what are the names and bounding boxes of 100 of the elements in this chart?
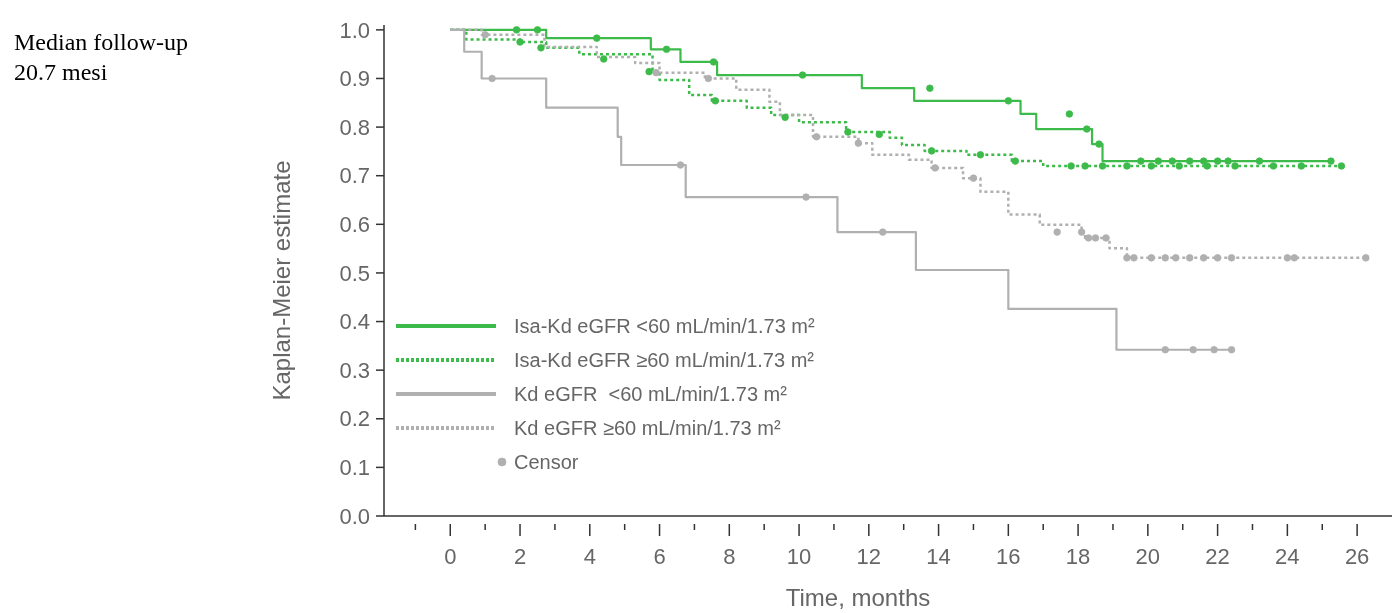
point xyxy=(1327,157,1335,165)
point xyxy=(488,74,496,83)
point xyxy=(812,133,821,141)
point xyxy=(1199,254,1208,262)
point xyxy=(645,67,653,76)
point xyxy=(798,71,807,79)
y-tick-label: 0.2 xyxy=(339,406,370,432)
legend-label: Isa-Kd eGFR <60 mL/min/1.73 m² xyxy=(514,315,815,337)
point xyxy=(1213,254,1222,262)
point xyxy=(1095,140,1103,148)
x-tick-label: 22 xyxy=(1205,544,1230,569)
point xyxy=(927,147,936,155)
point xyxy=(1362,254,1370,262)
x-tick-label: 24 xyxy=(1275,544,1300,569)
point xyxy=(537,44,545,52)
point xyxy=(711,97,720,105)
y-tick-label: 0.9 xyxy=(339,66,370,92)
y-tick-label: 0.8 xyxy=(339,114,370,140)
point xyxy=(1175,162,1183,170)
point xyxy=(1297,162,1306,170)
point xyxy=(1255,157,1264,165)
point xyxy=(1083,125,1091,133)
x-tick-label: 0 xyxy=(444,544,457,569)
point xyxy=(1084,234,1093,242)
x-tick-label: 6 xyxy=(653,544,666,569)
point xyxy=(844,128,852,136)
point xyxy=(1168,157,1176,165)
point xyxy=(1011,157,1020,165)
point xyxy=(1147,162,1156,170)
point xyxy=(1161,346,1169,354)
x-tick-label: 2 xyxy=(513,544,527,569)
legend-label: Kd eGFR ≥60 mL/min/1.73 m² xyxy=(514,417,781,439)
point xyxy=(1065,110,1074,118)
point xyxy=(1154,157,1163,165)
point xyxy=(1210,346,1218,354)
x-axis-title: Time, months xyxy=(785,584,931,611)
point xyxy=(1004,97,1013,105)
point xyxy=(1203,162,1211,170)
point xyxy=(709,58,718,66)
point xyxy=(1189,346,1197,354)
point xyxy=(781,113,789,122)
point xyxy=(1123,162,1131,170)
point xyxy=(662,45,671,54)
point xyxy=(1081,162,1089,170)
point xyxy=(1091,234,1100,242)
x-tick-label: 10 xyxy=(786,544,812,569)
point xyxy=(1337,162,1346,170)
point xyxy=(969,174,978,182)
y-tick-label: 0.3 xyxy=(339,357,370,383)
x-tick-label: 26 xyxy=(1344,544,1370,569)
point xyxy=(931,164,939,172)
point xyxy=(854,139,863,147)
x-tick-label: 12 xyxy=(856,544,882,569)
point xyxy=(976,151,985,159)
point xyxy=(926,84,934,92)
text: Median follow-up 20.7 mesi xyxy=(14,29,188,85)
point xyxy=(879,228,887,236)
point xyxy=(1224,157,1232,165)
point xyxy=(652,68,660,77)
y-tick-label: 0.4 xyxy=(339,309,370,335)
x-tick-label: 18 xyxy=(1065,544,1091,569)
point xyxy=(1227,346,1236,354)
point xyxy=(1213,157,1222,165)
point xyxy=(1077,228,1086,236)
point xyxy=(1130,254,1138,262)
point xyxy=(1283,254,1292,262)
point xyxy=(1227,254,1236,262)
point xyxy=(1172,254,1180,262)
y-tick-label: 0.7 xyxy=(339,163,370,189)
legend-label: Kd eGFR <60 mL/min/1.73 m² xyxy=(514,383,788,405)
point xyxy=(676,161,685,169)
y-tick-label: 0.0 xyxy=(339,503,370,529)
point xyxy=(1102,234,1110,242)
point xyxy=(1123,254,1131,262)
point xyxy=(1098,162,1107,170)
x-tick-label: 16 xyxy=(996,544,1021,569)
point xyxy=(1053,228,1061,236)
point xyxy=(802,193,810,201)
point xyxy=(593,34,601,42)
point xyxy=(1231,162,1239,170)
point xyxy=(533,26,542,34)
point xyxy=(516,38,524,46)
point xyxy=(1199,157,1208,165)
y-tick-label: 0.5 xyxy=(339,260,370,286)
point xyxy=(1067,162,1075,170)
x-tick-label: 14 xyxy=(926,544,951,569)
point xyxy=(1137,157,1145,165)
point xyxy=(704,74,713,83)
y-tick-label: 1.0 xyxy=(339,17,370,43)
y-tick-label: 0.1 xyxy=(339,455,370,481)
point xyxy=(512,26,521,34)
point xyxy=(1161,254,1169,262)
point xyxy=(1290,254,1299,262)
point xyxy=(1147,254,1156,262)
point xyxy=(600,55,608,63)
x-tick-label: 8 xyxy=(723,544,736,569)
legend-label: Censor xyxy=(514,451,579,473)
point xyxy=(481,31,489,39)
legend-label: Isa-Kd eGFR ≥60 mL/min/1.73 m² xyxy=(514,349,815,371)
y-tick-label: 0.6 xyxy=(339,212,370,238)
